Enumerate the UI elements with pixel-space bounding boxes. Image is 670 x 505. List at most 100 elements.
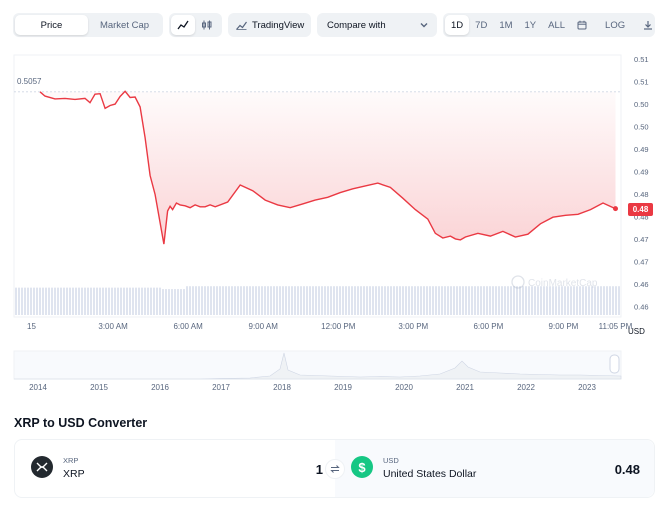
- x-tick-label: 9:00 AM: [249, 322, 279, 331]
- swap-currencies-button[interactable]: [325, 459, 345, 479]
- tradingview-icon: [236, 21, 247, 30]
- volume-bar: [42, 287, 44, 315]
- volume-bar: [324, 286, 326, 315]
- price-marketcap-toggle: Price Market Cap: [13, 13, 163, 37]
- volume-bar: [588, 286, 590, 315]
- y-tick-label: 0.49: [634, 145, 649, 154]
- x-tick-label: 12:00 PM: [321, 322, 356, 331]
- volume-bar: [510, 286, 512, 315]
- range-1d[interactable]: 1D: [445, 15, 470, 35]
- last-price-dot: [612, 206, 618, 212]
- chevron-down-icon: [420, 23, 428, 28]
- current-price-tag: 0.48: [628, 203, 653, 216]
- candlestick-icon: [202, 20, 212, 30]
- volume-bar: [231, 286, 233, 315]
- volume-bar: [297, 286, 299, 315]
- volume-bar: [207, 286, 209, 315]
- volume-bar: [498, 286, 500, 315]
- volume-bar: [120, 287, 122, 315]
- tab-market-cap[interactable]: Market Cap: [99, 19, 150, 31]
- volume-bar: [555, 286, 557, 315]
- download-button[interactable]: [637, 15, 659, 35]
- volume-bar: [402, 286, 404, 315]
- candlestick-button[interactable]: [195, 15, 219, 35]
- tab-price[interactable]: Price: [15, 15, 88, 35]
- y-tick-label: 0.46: [634, 302, 649, 311]
- volume-bar: [429, 286, 431, 315]
- tradingview-label: TradingView: [252, 19, 305, 31]
- volume-bar: [363, 286, 365, 315]
- range-1m[interactable]: 1M: [499, 19, 513, 31]
- volume-bar: [51, 287, 53, 315]
- volume-bar: [243, 286, 245, 315]
- converter-from[interactable]: XRP XRP 1: [15, 440, 335, 497]
- from-amount-input[interactable]: 1: [315, 462, 323, 477]
- volume-bar: [132, 287, 134, 315]
- volume-bar: [57, 287, 59, 315]
- volume-bar: [540, 286, 542, 315]
- to-currency-code: USD: [383, 456, 399, 465]
- navigator-handle[interactable]: [609, 354, 620, 374]
- volume-bar: [582, 286, 584, 315]
- volume-bar: [240, 286, 242, 315]
- volume-bar: [222, 286, 224, 315]
- volume-bar: [570, 286, 572, 315]
- range-1y[interactable]: 1Y: [524, 19, 537, 31]
- range-all[interactable]: ALL: [548, 19, 566, 31]
- to-currency-name: United States Dollar: [383, 468, 477, 480]
- price-chart[interactable]: CoinMarketCap 0.510.510.500.500.490.490.…: [0, 40, 670, 340]
- swap-icon: [330, 465, 340, 473]
- volume-bar: [330, 286, 332, 315]
- volume-bar: [72, 287, 74, 315]
- tradingview-button[interactable]: TradingView: [228, 13, 311, 37]
- from-currency-code: XRP: [63, 456, 79, 465]
- volume-bar: [465, 286, 467, 315]
- volume-bar: [438, 286, 440, 315]
- year-label: 2020: [395, 383, 413, 392]
- volume-bar: [471, 286, 473, 315]
- volume-bar: [18, 287, 20, 315]
- log-scale-button[interactable]: LOG: [605, 19, 626, 31]
- volume-bar: [216, 286, 218, 315]
- volume-bar: [189, 286, 191, 315]
- volume-bar: [603, 286, 605, 315]
- volume-bar: [99, 287, 101, 315]
- volume-bar: [300, 286, 302, 315]
- volume-bar: [213, 286, 215, 315]
- volume-bar: [177, 289, 179, 315]
- xrp-logo-icon: [31, 456, 53, 478]
- volume-bar: [519, 286, 521, 315]
- volume-bar: [15, 287, 17, 315]
- volume-bar: [462, 286, 464, 315]
- volume-bar: [84, 287, 86, 315]
- volume-bar: [87, 287, 89, 315]
- converter-to[interactable]: $ USD United States Dollar 0.48: [335, 440, 654, 497]
- volume-bar: [357, 286, 359, 315]
- range-7d[interactable]: 7D: [475, 19, 488, 31]
- volume-bar: [303, 286, 305, 315]
- volume-bar: [549, 286, 551, 315]
- x-tick-label: 3:00 PM: [398, 322, 428, 331]
- volume-bar: [234, 286, 236, 315]
- volume-bar: [495, 286, 497, 315]
- volume-bar: [174, 289, 176, 315]
- year-label: 2021: [456, 383, 474, 392]
- history-navigator[interactable]: 2014 2015 2016 2017 2018 2019 2020 2021 2022 2023: [0, 345, 670, 395]
- line-chart-button[interactable]: [171, 15, 195, 35]
- compare-with-label: Compare with: [327, 19, 386, 31]
- volume-bar: [609, 286, 611, 315]
- volume-bar: [141, 287, 143, 315]
- calendar-icon: [577, 20, 587, 30]
- volume-bar: [237, 286, 239, 315]
- volume-bar: [147, 287, 149, 315]
- compare-with-dropdown[interactable]: Compare with: [317, 13, 437, 37]
- volume-bar: [168, 289, 170, 315]
- volume-bar: [450, 286, 452, 315]
- dollar-sign-icon: $: [351, 456, 373, 478]
- volume-bar: [597, 286, 599, 315]
- date-range-button[interactable]: [571, 15, 593, 35]
- volume-bar: [366, 286, 368, 315]
- y-tick-label: 0.47: [634, 257, 649, 266]
- volume-bar: [468, 286, 470, 315]
- year-axis-labels: 2014 2015 2016 2017 2018 2019 2020 2021 2022 2023: [29, 383, 596, 392]
